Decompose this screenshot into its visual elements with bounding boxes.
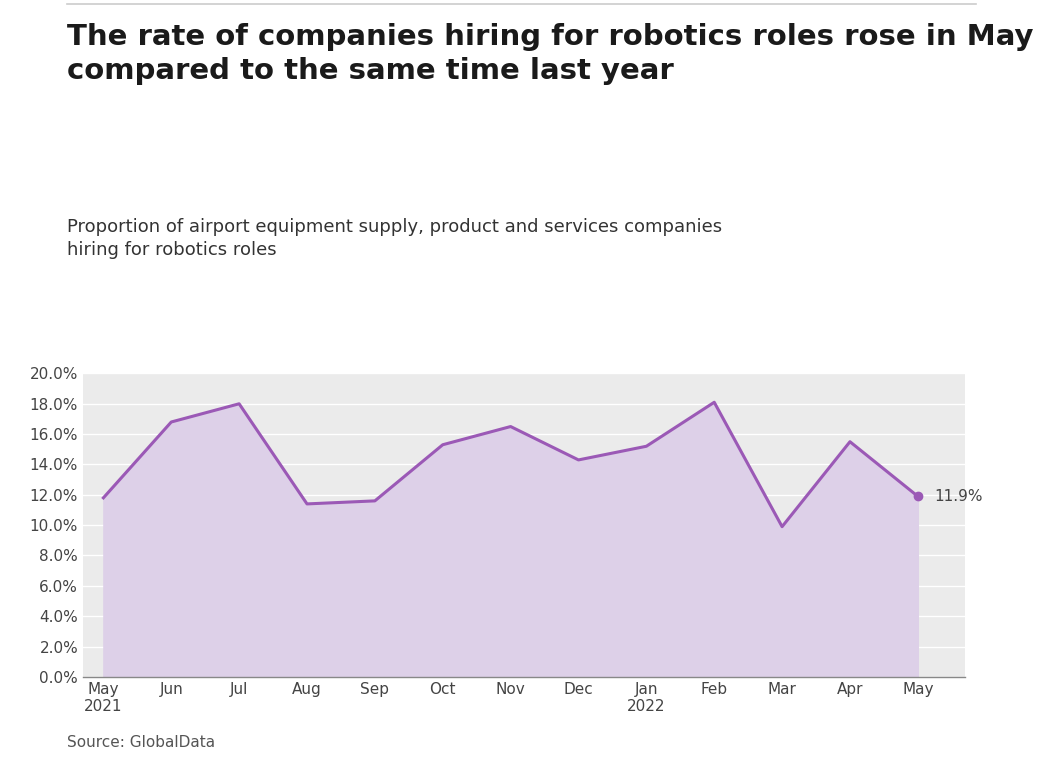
Text: The rate of companies hiring for robotics roles rose in May
compared to the same: The rate of companies hiring for robotic… — [67, 23, 1034, 85]
Text: 11.9%: 11.9% — [935, 489, 983, 504]
Text: Proportion of airport equipment supply, product and services companies
hiring fo: Proportion of airport equipment supply, … — [67, 218, 722, 259]
Text: Source: GlobalData: Source: GlobalData — [67, 735, 216, 750]
